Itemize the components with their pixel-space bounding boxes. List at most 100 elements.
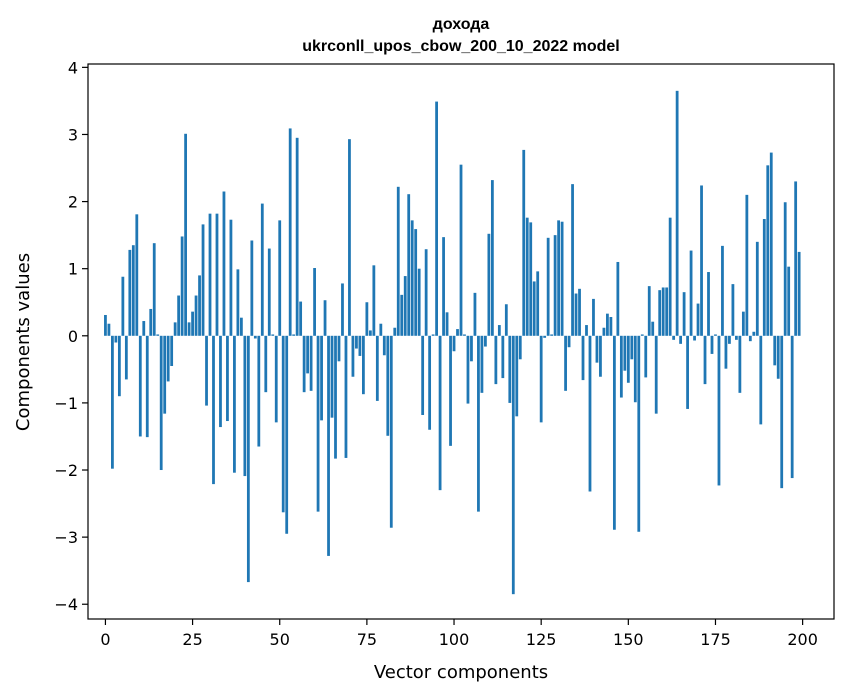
plot-frame	[87, 63, 835, 620]
y-tick-label: 3	[68, 125, 78, 144]
bar-78	[375, 335, 379, 401]
bar-118	[515, 335, 519, 417]
bar-20	[173, 322, 177, 336]
bar-143	[602, 327, 606, 336]
bar-198	[794, 181, 798, 336]
bar-9	[135, 214, 139, 336]
bar-58	[306, 335, 310, 374]
bar-94	[431, 334, 435, 336]
bar-165	[679, 335, 683, 344]
bar-193	[776, 335, 780, 379]
x-tick-label: 150	[613, 630, 644, 649]
bar-150	[626, 335, 630, 383]
bar-91	[421, 335, 425, 415]
bar-144	[606, 313, 609, 336]
y-tick-label: 1	[68, 260, 78, 279]
bar-27	[198, 275, 201, 336]
bar-192	[773, 335, 777, 366]
bar-184	[745, 194, 749, 336]
bar-177	[721, 245, 724, 336]
bar-59	[309, 335, 313, 391]
bar-28	[201, 224, 205, 336]
bar-134	[571, 184, 574, 336]
bar-173	[707, 272, 710, 336]
bar-189	[762, 219, 766, 336]
bar-185	[748, 335, 752, 342]
bar-2	[111, 335, 114, 469]
bar-199	[797, 251, 801, 336]
bar-33	[219, 335, 222, 428]
bar-31	[212, 335, 215, 485]
bar-157	[651, 321, 655, 336]
bar-16	[159, 335, 163, 471]
y-tick-label: −1	[54, 394, 78, 413]
bar-121	[525, 217, 529, 336]
bar-176	[717, 335, 721, 486]
x-tick-label: 25	[182, 630, 202, 649]
bar-122	[529, 222, 533, 336]
bar-180	[731, 284, 735, 336]
bar-64	[327, 335, 330, 556]
bar-21	[177, 295, 181, 336]
bar-140	[592, 298, 595, 336]
bar-40	[243, 335, 247, 477]
bar-171	[700, 185, 703, 336]
bar-158	[654, 335, 658, 414]
bar-107	[477, 335, 480, 512]
x-tick-label: 125	[526, 630, 557, 649]
bar-72	[355, 335, 358, 349]
bar-162	[668, 217, 672, 336]
bar-series	[104, 90, 801, 595]
x-tick-label: 75	[357, 630, 377, 649]
bar-55	[295, 137, 299, 336]
x-tick-label: 50	[270, 630, 290, 649]
bar-62	[320, 335, 323, 421]
bar-124	[536, 271, 540, 336]
bar-160	[661, 287, 665, 336]
chart-subtitle: ukrconll_upos_cbow_200_10_2022 model	[302, 38, 619, 55]
bar-161	[665, 287, 669, 336]
bar-89	[414, 229, 418, 336]
bar-30	[208, 213, 212, 336]
x-tick-label: 100	[439, 630, 470, 649]
bar-7	[128, 249, 132, 336]
bar-95	[435, 101, 438, 336]
bar-12	[145, 335, 149, 438]
bar-103	[463, 334, 466, 336]
y-tick-label: 2	[68, 193, 78, 212]
bar-120	[522, 149, 526, 336]
bar-131	[560, 221, 564, 336]
x-axis-label: Vector components	[374, 662, 548, 683]
bar-60	[313, 268, 316, 336]
bar-18	[166, 335, 170, 382]
bar-44	[257, 335, 261, 447]
bar-39	[239, 317, 243, 336]
bar-142	[599, 335, 602, 377]
bar-43	[253, 335, 257, 339]
bar-187	[755, 241, 759, 336]
bar-36	[229, 219, 233, 336]
bar-130	[557, 220, 560, 336]
bar-69	[344, 335, 348, 458]
bar-137	[581, 335, 585, 381]
bar-174	[710, 335, 714, 354]
bar-181	[735, 335, 738, 340]
bar-139	[588, 335, 592, 492]
bar-111	[490, 180, 494, 336]
bar-148	[619, 335, 623, 398]
bar-77	[372, 265, 376, 336]
bar-179	[728, 335, 731, 344]
bar-75	[365, 302, 369, 336]
bar-147	[616, 261, 620, 336]
bar-152	[633, 335, 637, 403]
bar-196	[787, 266, 791, 336]
bar-97	[442, 237, 445, 336]
bar-37	[233, 335, 236, 473]
x-tick-label: 175	[700, 630, 731, 649]
bar-168	[689, 250, 693, 336]
bar-90	[417, 268, 421, 336]
y-tick-label: −4	[54, 595, 78, 614]
y-tick-label: 4	[68, 58, 78, 77]
bar-8	[131, 245, 135, 336]
